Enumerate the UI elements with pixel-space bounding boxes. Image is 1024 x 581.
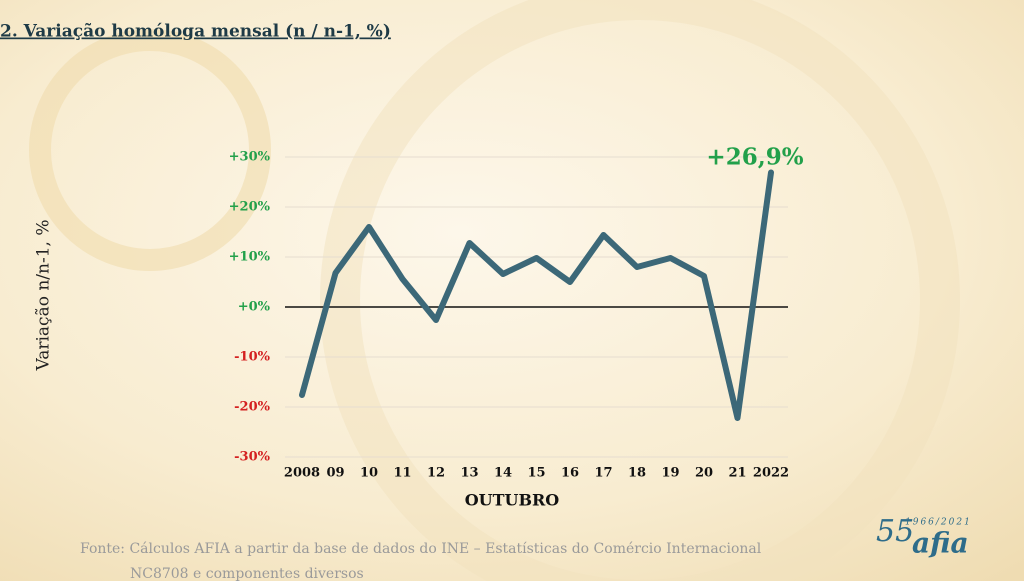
x-tick-label: 11 [393, 466, 411, 481]
x-tick-label: 18 [628, 466, 646, 481]
x-tick-label: 20 [695, 466, 713, 481]
source: NC8708 e componentes diversos [130, 566, 364, 581]
x-axis-label: OUTUBRO [465, 491, 560, 510]
y-tick-label: +30% [229, 150, 271, 165]
plot: -30% -20% -10% +0% +10% +20% +30% 2008 09 10 11 12 1… [229, 144, 804, 481]
decor-ring [320, 0, 960, 581]
x-tick-label: 19 [661, 466, 679, 481]
x-tick-label: 16 [561, 466, 579, 481]
decor-ring [29, 29, 271, 271]
x-tick-label: 14 [494, 466, 512, 481]
y-tick-label: -30% [234, 450, 270, 465]
y-axis-label: Variação n/n-1, % [34, 220, 54, 372]
x-tick-label: 21 [728, 466, 746, 481]
value-label: +26,9% [706, 144, 803, 171]
title: 2. Variação homóloga mensal (n / n-1, %) [0, 22, 391, 42]
logo-number: 55 [876, 514, 914, 549]
x-tick-label: 17 [594, 466, 612, 481]
y-tick-label: -20% [234, 400, 270, 415]
x-tick-label: 2008 [284, 466, 320, 481]
logo-years: 1966/2021 [905, 518, 972, 528]
logo-name: afia [912, 527, 969, 560]
x-tick-label: 09 [326, 466, 344, 481]
x-tick-label: 2022 [753, 466, 789, 481]
y-tick-label: +0% [238, 300, 271, 315]
line [299, 169, 774, 421]
y-tick-label: -10% [234, 350, 270, 365]
y-tick-label: +20% [229, 200, 271, 215]
source: Fonte: Cálculos AFIA a partir da base de… [80, 541, 762, 557]
x-tick-label: 15 [527, 466, 545, 481]
x-tick-label: 10 [360, 466, 378, 481]
x-tick-label: 12 [427, 466, 445, 481]
y-tick-label: +10% [229, 250, 271, 265]
x-tick-label: 13 [460, 466, 478, 481]
